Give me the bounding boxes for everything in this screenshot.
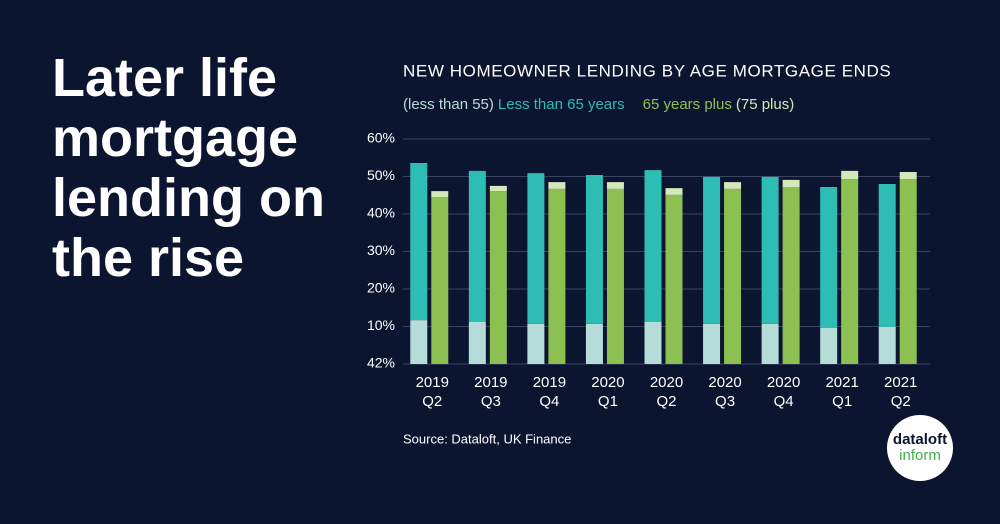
bar-segment [782, 187, 800, 364]
bar-segment [468, 322, 486, 364]
bar-segment [841, 179, 859, 364]
bar-segment [899, 172, 917, 180]
y-tick-label: 10% [367, 317, 395, 333]
bar-segment [899, 179, 917, 364]
y-tick-label: 42% [367, 355, 395, 371]
bar-segment [548, 188, 566, 364]
y-tick-label: 40% [367, 205, 395, 221]
bar-segment [724, 182, 742, 189]
x-tick-label: 2021 [884, 374, 917, 391]
x-tick-label: 2019 [474, 374, 507, 391]
bar-segment [548, 182, 566, 189]
x-tick-label: 2019 [533, 374, 566, 391]
bar-segment [820, 328, 838, 364]
y-tick-label: 30% [367, 242, 395, 258]
x-tick-label: 2021 [825, 374, 858, 391]
x-tick-label: 2019 [416, 374, 449, 391]
y-tick-label: 50% [367, 167, 395, 183]
x-tick-label: Q3 [481, 393, 501, 410]
bar-segment [606, 188, 624, 364]
bar-segment [606, 182, 624, 189]
logo-circle [887, 415, 953, 481]
x-tick-label: Q2 [891, 393, 911, 410]
x-tick-label: 2020 [708, 374, 741, 391]
logo-bottom: inform [899, 447, 941, 464]
bar-segment [665, 188, 683, 195]
x-tick-label: 2020 [767, 374, 800, 391]
logo-top: dataloft [893, 431, 947, 448]
bar-segment [468, 170, 486, 322]
chart-title: NEW HOMEOWNER LENDING BY AGE MORTGAGE EN… [403, 61, 891, 80]
bar-segment [703, 176, 721, 324]
x-tick-label: 2020 [591, 374, 624, 391]
bar-segment [410, 163, 428, 321]
bar-segment [761, 323, 779, 364]
bar-segment [820, 187, 838, 328]
bar-segment [644, 170, 662, 322]
x-tick-label: Q3 [715, 393, 735, 410]
bar-segment [489, 185, 507, 192]
bar-segment [527, 173, 545, 324]
bar-segment [703, 323, 721, 364]
x-tick-label: Q4 [539, 393, 559, 410]
bar-segment [782, 179, 800, 187]
bar-segment [431, 191, 449, 198]
bar-segment [431, 197, 449, 364]
bar-segment [878, 184, 896, 327]
x-tick-label: 2020 [650, 374, 683, 391]
bar-segment [878, 326, 896, 364]
legend-entry: Less than 65 years [497, 96, 625, 113]
y-tick-label: 60% [367, 130, 395, 146]
legend-entry: 65 years plus [642, 96, 732, 113]
bar-segment [644, 322, 662, 364]
x-tick-label: Q1 [598, 393, 618, 410]
bar-segment [585, 175, 603, 324]
x-tick-label: Q1 [832, 393, 852, 410]
bar-segment [665, 194, 683, 364]
x-tick-label: Q2 [422, 393, 442, 410]
x-tick-label: Q4 [774, 393, 794, 410]
bar-segment [841, 170, 859, 180]
bar-segment [724, 188, 742, 364]
bar-segment [761, 176, 779, 324]
y-tick-label: 20% [367, 280, 395, 296]
legend-entry: (less than 55) [403, 96, 494, 113]
x-tick-label: Q2 [656, 393, 676, 410]
headline: Later life mortgage lending on the rise [52, 48, 325, 288]
source: Source: Dataloft, UK Finance [403, 431, 571, 446]
legend-entry: (75 plus) [735, 96, 795, 113]
legend: (less than 55) Less than 65 years 65 years… [403, 96, 798, 113]
bar-segment [489, 191, 507, 364]
bar-segment [585, 323, 603, 364]
bar-segment [527, 323, 545, 364]
bar-segment [410, 320, 428, 364]
